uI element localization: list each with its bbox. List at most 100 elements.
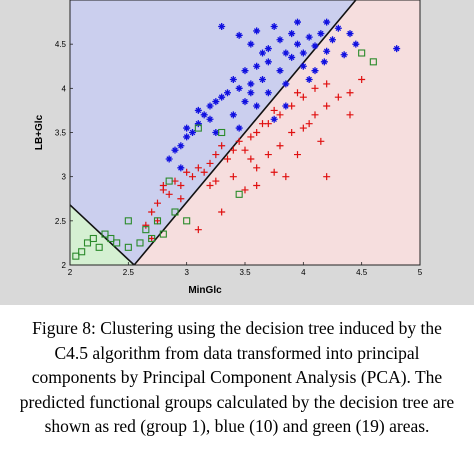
data-point: [276, 36, 284, 44]
data-point: [393, 45, 401, 53]
data-point: [346, 89, 354, 97]
figure-panel: 2 2.5 3 3.5 4 4.5 5 2 2.5 3 3.5 4 4.5 MinGlc LB+Glc: [0, 0, 474, 305]
data-point: [282, 102, 290, 110]
data-point: [212, 151, 220, 159]
data-point: [247, 40, 255, 48]
data-point: [276, 142, 284, 150]
data-point: [259, 120, 266, 128]
data-point: [183, 133, 191, 141]
data-point: [194, 106, 202, 114]
y-tick-label: 3.5: [55, 129, 67, 138]
data-point: [247, 155, 255, 163]
data-point: [89, 234, 97, 243]
data-point: [177, 142, 185, 150]
data-point: [235, 124, 243, 132]
data-point: [206, 102, 214, 110]
data-point: [294, 89, 301, 97]
data-point: [294, 151, 301, 159]
data-point: [177, 182, 185, 189]
data-point: [276, 67, 284, 75]
data-point: [329, 36, 336, 44]
data-point: [218, 23, 226, 30]
data-point: [270, 23, 278, 30]
data-point: [323, 18, 331, 26]
data-point: [229, 146, 237, 154]
data-point: [288, 53, 296, 61]
data-point: [206, 182, 214, 189]
y-axis-ticks: 2 2.5 3 3.5 4 4.5: [55, 40, 73, 270]
y-tick-label: 4.5: [55, 40, 67, 49]
data-point: [189, 129, 196, 136]
data-point: [346, 30, 354, 38]
data-point: [229, 76, 237, 83]
data-point: [282, 80, 290, 88]
data-point: [183, 168, 191, 176]
data-point: [288, 102, 296, 110]
data-point: [311, 67, 319, 75]
data-point: [247, 80, 255, 88]
data-point: [154, 199, 161, 207]
data-point: [177, 164, 185, 172]
data-point: [282, 49, 290, 57]
data-points: [72, 18, 401, 260]
y-tick-label: 4: [62, 84, 67, 93]
data-point: [323, 173, 331, 181]
data-point: [253, 62, 261, 70]
data-point: [358, 76, 366, 83]
data-point: [270, 115, 278, 123]
data-point: [148, 208, 156, 216]
scatter-chart: 2 2.5 3 3.5 4 4.5 5 2 2.5 3 3.5 4 4.5 MinGlc LB+Glc: [34, 0, 423, 296]
data-point: [311, 84, 319, 92]
data-point: [235, 137, 243, 145]
data-point: [259, 76, 266, 83]
data-point: [247, 89, 255, 97]
data-point: [194, 120, 202, 128]
data-point: [305, 33, 313, 41]
data-point: [212, 98, 220, 106]
x-tick-label: 4.5: [356, 268, 368, 277]
data-point: [253, 164, 261, 172]
data-point: [165, 155, 173, 163]
data-point: [194, 226, 202, 234]
data-point: [264, 45, 272, 53]
data-point: [177, 195, 185, 203]
data-point: [229, 173, 237, 181]
data-point: [165, 190, 173, 198]
data-point: [323, 47, 331, 55]
data-point: [311, 42, 319, 50]
data-point: [95, 243, 103, 251]
data-point: [259, 49, 266, 57]
data-point: [159, 182, 167, 189]
data-point: [334, 93, 342, 101]
data-point: [224, 155, 231, 163]
data-point: [299, 62, 307, 70]
data-point: [270, 106, 278, 114]
data-point: [288, 30, 296, 38]
data-point: [241, 98, 249, 106]
x-axis-title: MinGlc: [188, 285, 222, 296]
data-point: [276, 111, 284, 119]
data-point: [334, 24, 342, 32]
data-point: [235, 31, 243, 39]
data-point: [346, 111, 354, 119]
data-point: [212, 129, 220, 136]
data-point: [148, 235, 156, 242]
boundary-line: [133, 0, 357, 266]
data-point: [305, 76, 313, 83]
y-axis-title: LB+Glc: [34, 114, 45, 150]
data-point: [124, 243, 132, 251]
data-point: [253, 129, 261, 136]
data-point: [200, 168, 208, 176]
data-point: [264, 151, 272, 159]
data-point: [352, 40, 360, 48]
y-tick-label: 2.5: [55, 217, 67, 226]
data-point: [264, 89, 272, 97]
data-point: [235, 84, 243, 92]
data-point: [270, 168, 278, 176]
data-point: [299, 49, 307, 57]
data-point: [320, 58, 328, 66]
figure-caption: Figure 8: Clustering using the decision …: [19, 318, 455, 436]
data-point: [358, 49, 366, 57]
data-point: [241, 146, 249, 154]
data-point: [194, 164, 202, 172]
